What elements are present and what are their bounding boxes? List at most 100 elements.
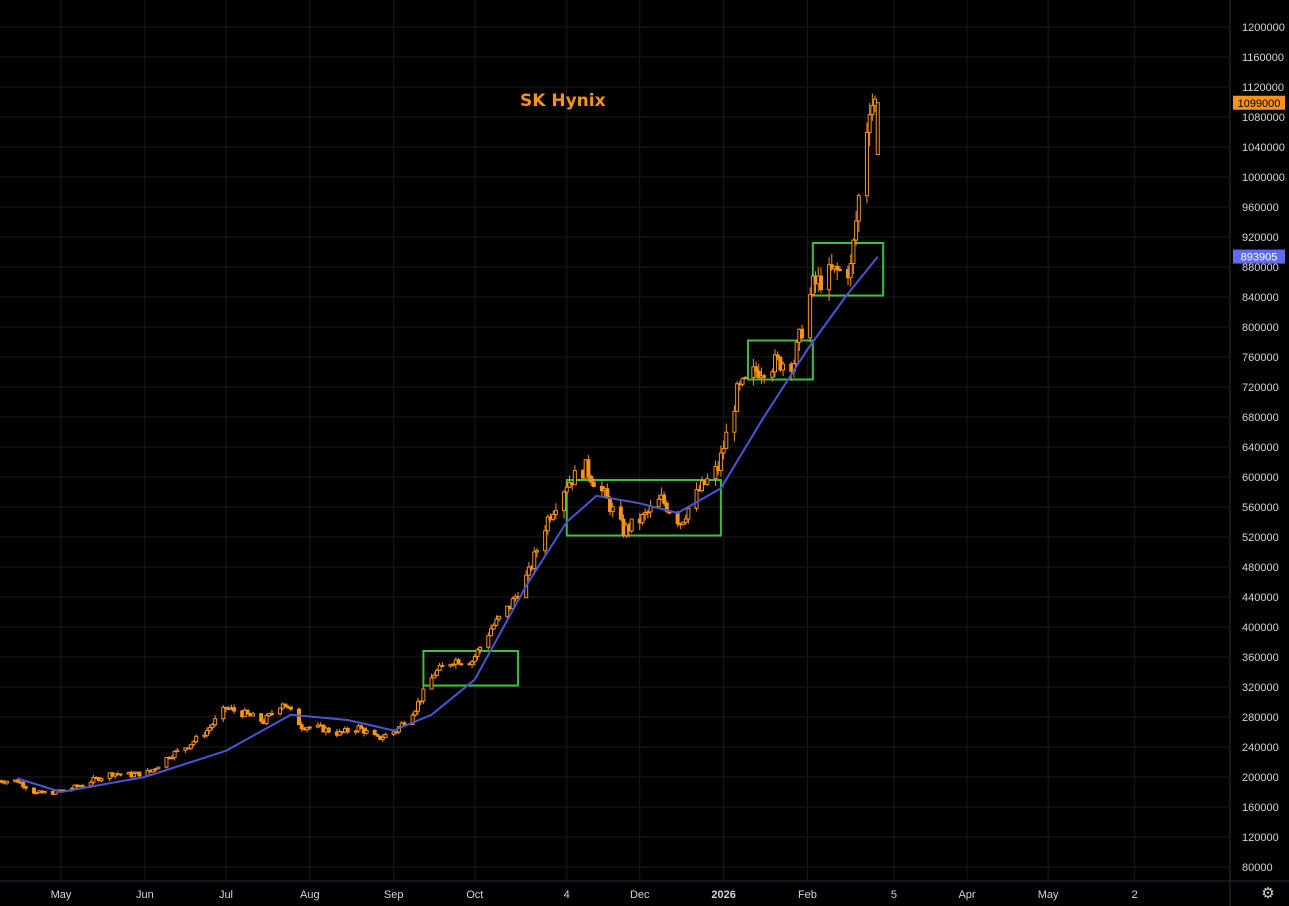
candle-body: [686, 507, 691, 520]
candle-body: [34, 792, 39, 795]
candle-body: [835, 265, 840, 271]
candle: [618, 500, 623, 521]
candle-body: [42, 791, 47, 794]
y-tick-label: 1000000: [1242, 172, 1285, 184]
candle-body: [380, 736, 385, 740]
candle: [91, 775, 96, 785]
candle-body: [718, 452, 723, 471]
candle-body: [175, 749, 180, 753]
candle: [437, 662, 442, 672]
candle-body: [353, 730, 358, 733]
candle: [856, 193, 861, 233]
candle: [851, 238, 856, 275]
moving-average-line: [17, 255, 879, 793]
candle: [202, 732, 207, 739]
candle-body: [213, 718, 218, 726]
candle: [505, 605, 510, 619]
candle: [470, 660, 475, 669]
candle: [440, 662, 445, 667]
candle-body: [205, 730, 210, 736]
x-tick-label: 2: [1132, 889, 1138, 901]
candle: [245, 709, 250, 715]
candle-body: [451, 663, 456, 666]
candle: [259, 713, 264, 724]
candle: [432, 672, 437, 679]
candle-body: [153, 768, 158, 771]
candle: [207, 724, 212, 734]
candle-body: [150, 769, 155, 773]
candle-body: [278, 707, 283, 715]
candle-body: [345, 728, 350, 733]
candle: [867, 103, 872, 147]
y-tick-label: 920000: [1242, 232, 1279, 244]
candle: [307, 726, 312, 731]
candle: [429, 673, 434, 690]
candle: [364, 727, 369, 735]
candle-body: [489, 628, 494, 637]
candle-body: [675, 512, 680, 525]
candle-body: [856, 195, 861, 222]
y-tick-label: 800000: [1242, 322, 1279, 334]
candle: [543, 525, 548, 555]
candle: [553, 503, 558, 520]
candle: [534, 548, 539, 558]
candle: [572, 465, 577, 486]
candle-body: [743, 376, 748, 379]
candle: [191, 740, 196, 747]
candle-body: [545, 516, 550, 532]
last-price-badge-bg: [1233, 95, 1285, 110]
settings-gear-icon[interactable]: ⚙: [1261, 885, 1275, 902]
y-tick-label: 360000: [1242, 652, 1279, 664]
candle-body: [770, 371, 775, 378]
consolidation-boxes: [422, 242, 885, 687]
candle-body: [132, 772, 137, 778]
candle-body: [251, 713, 256, 717]
candle-body: [15, 779, 20, 783]
candle: [699, 476, 704, 493]
candle: [610, 502, 615, 518]
candle: [337, 729, 342, 737]
candle-body: [137, 771, 142, 777]
candle: [269, 709, 274, 716]
candle: [751, 358, 756, 386]
candle: [810, 274, 815, 297]
candle: [137, 771, 142, 778]
candle-body: [207, 727, 212, 732]
x-tick-label: 5: [891, 889, 897, 901]
candle: [686, 507, 691, 524]
y-tick-label: 840000: [1242, 292, 1279, 304]
candle: [564, 481, 569, 498]
y-tick-label: 120000: [1242, 832, 1279, 844]
candle: [497, 615, 502, 622]
candle: [781, 361, 786, 377]
candle: [800, 324, 805, 340]
candle: [489, 624, 494, 637]
candle-body: [429, 677, 434, 690]
candle: [772, 349, 777, 378]
candle-body: [870, 105, 875, 116]
candle: [156, 766, 161, 770]
candle: [808, 287, 813, 343]
candle-body: [724, 431, 729, 449]
candle: [118, 773, 123, 777]
candle-body: [372, 730, 377, 736]
candle-body: [283, 703, 288, 708]
candle-body: [591, 481, 596, 487]
candle: [375, 733, 380, 737]
candle-body: [305, 727, 310, 731]
candle-body: [505, 605, 510, 617]
candle-body: [526, 566, 531, 576]
y-tick-label: 1120000: [1242, 82, 1284, 94]
candle-body: [683, 518, 688, 523]
candle: [794, 340, 799, 366]
candle: [456, 658, 461, 665]
candle-body: [337, 730, 342, 736]
candle-body: [364, 730, 369, 734]
candle-body: [156, 766, 161, 770]
candle-body: [875, 102, 880, 155]
candle: [775, 351, 780, 361]
candle-body: [762, 375, 767, 378]
candle: [735, 381, 740, 412]
candle: [486, 632, 491, 650]
